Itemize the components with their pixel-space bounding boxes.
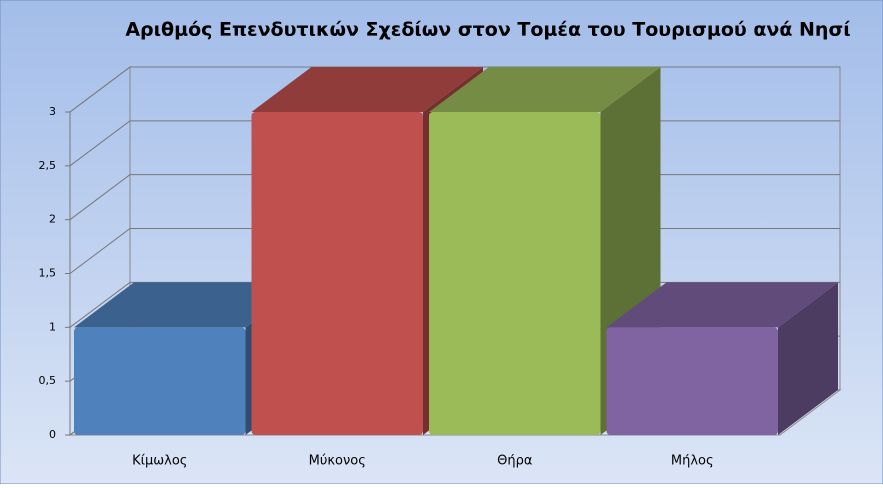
y-tick-label: 0,5 <box>39 374 57 387</box>
y-tick-label: 1,5 <box>39 267 57 280</box>
y-tick-label: 2,5 <box>39 159 57 172</box>
bar-top <box>74 282 306 328</box>
x-tick-label: Θήρα <box>497 454 532 469</box>
y-tick-label: 2 <box>49 213 56 226</box>
y-tick-label: 0 <box>49 428 56 441</box>
bar <box>606 282 838 435</box>
bar-front <box>606 327 778 435</box>
x-tick-label: Μύκονος <box>309 454 366 469</box>
bar-front <box>74 327 246 435</box>
x-tick-label: Κίμωλος <box>132 454 187 469</box>
y-tick-label: 3 <box>49 105 56 118</box>
bar-side <box>778 282 838 435</box>
bar-front <box>251 112 423 435</box>
y-tick-label: 1 <box>49 320 56 333</box>
bar-top <box>429 67 661 112</box>
bar-front <box>429 112 601 435</box>
bar-top <box>606 282 838 328</box>
chart-title: Αριθμός Επενδυτικών Σχεδίων στον Τομέα τ… <box>125 19 850 41</box>
x-tick-label: Μήλος <box>671 454 714 469</box>
bar-top <box>251 67 483 112</box>
